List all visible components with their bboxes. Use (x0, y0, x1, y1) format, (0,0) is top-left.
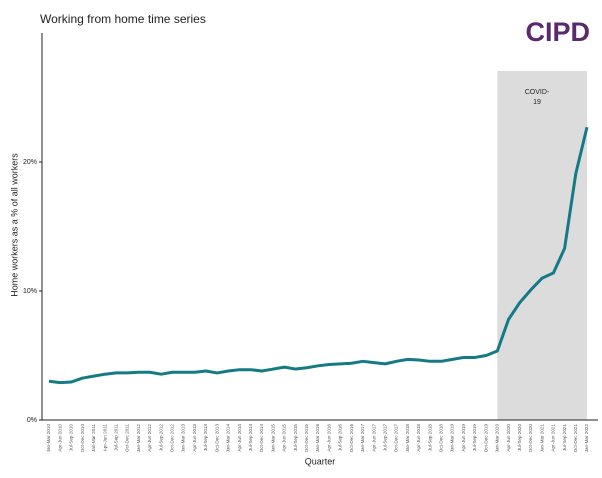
shaded-region (497, 71, 587, 420)
x-tick-label: Oct-Dec 2020 (528, 424, 533, 453)
x-tick-label: Apr-Jun 2013 (192, 424, 197, 452)
y-tick-label: 0% (27, 417, 37, 424)
x-tick-label: Oct-Dec 2016 (349, 424, 354, 453)
x-tick-label: Jan-Mar 2018 (405, 424, 410, 453)
x-tick-label: Oct-Dec 2014 (259, 424, 264, 453)
x-tick-label: Jul-Sep 2017 (382, 424, 387, 452)
x-tick-label: Jan-Mar 2013 (181, 424, 186, 453)
x-tick-label: Jan-Mar 2017 (360, 424, 365, 453)
x-tick-label: Apr-Jun 2016 (326, 424, 331, 452)
x-tick-label: Jan-Mar 2021 (539, 424, 544, 453)
x-tick-label: Jan-Mar 2019 (450, 424, 455, 453)
x-tick-label: Apr-Jun 2017 (371, 424, 376, 452)
x-tick-label: Jan-Mar 2012 (136, 424, 141, 453)
x-tick-label: Jul-Sep 2020 (517, 424, 522, 452)
x-tick-label: Apr-Jun 2020 (506, 424, 511, 452)
x-tick-label: Jul-Sep 2021 (562, 424, 567, 452)
x-tick-label: Oct-Dec 2019 (483, 424, 488, 453)
x-tick-label: Apr-Jun 2010 (57, 424, 62, 452)
x-tick-label: Jul-Sep 2013 (203, 424, 208, 452)
x-tick-label: Jan-Mar 2015 (270, 424, 275, 453)
x-tick-label: Jul-Sep 2015 (293, 424, 298, 452)
x-tick-label: Jul-Sep 2016 (338, 424, 343, 452)
x-tick-label: Jan-Mar 2011 (91, 424, 96, 452)
x-tick-label: Jan-Mar 2016 (315, 424, 320, 453)
x-tick-label: Jul-Sep 2012 (158, 424, 163, 452)
x-tick-label: Apr-Jun 2012 (147, 424, 152, 452)
x-tick-label: Jul-Sep 2010 (69, 424, 74, 452)
x-tick-label: Apr-Jun 2021 (551, 424, 556, 452)
x-tick-label: Oct-Dec 2012 (170, 424, 175, 453)
x-tick-label: Apr-Jun 2014 (237, 424, 242, 452)
x-tick-label: Jan-Mar 2014 (226, 424, 231, 453)
x-tick-label: Jul-Sep 2014 (248, 424, 253, 452)
x-tick-label: Jul-Sep 2011 (113, 424, 118, 451)
y-tick-label: 10% (23, 288, 37, 295)
y-axis-label: Home workers as a % of all workers (9, 153, 19, 297)
x-tick-label: Oct-Dec 2021 (573, 424, 578, 453)
x-tick-label: Jul-Sep 2019 (472, 424, 477, 452)
x-tick-label: Jan-Mar 2020 (495, 424, 500, 453)
x-tick-label: Jan-Mar 2010 (46, 424, 51, 453)
chart-title: Working from home time series (40, 12, 206, 26)
x-tick-label: Oct-Dec 2010 (80, 424, 85, 453)
y-tick-label: 20% (23, 159, 37, 166)
x-tick-label: Jan-Mar 2022 (584, 424, 589, 453)
x-tick-label: Oct-Dec 2015 (304, 424, 309, 453)
annotation: COVID-19 (524, 89, 550, 106)
x-tick-label: Apr-Jun 2011 (102, 424, 107, 452)
x-tick-label: Oct-Dec 2013 (214, 424, 219, 453)
x-tick-label: Oct-Dec 2017 (394, 424, 399, 453)
x-tick-label: Oct-Dec 2018 (439, 424, 444, 453)
logo: CIPD (525, 17, 590, 47)
x-tick-label: Jul-Sep 2018 (427, 424, 432, 452)
x-tick-label: Apr-Jun 2015 (282, 424, 287, 452)
x-axis-label: Quarter (305, 456, 336, 466)
line (48, 126, 589, 385)
x-tick-label: Apr-Jun 2018 (416, 424, 421, 452)
x-tick-label: Oct-Dec 2011 (125, 424, 130, 452)
x-tick-label: Apr-Jun 2019 (461, 424, 466, 452)
